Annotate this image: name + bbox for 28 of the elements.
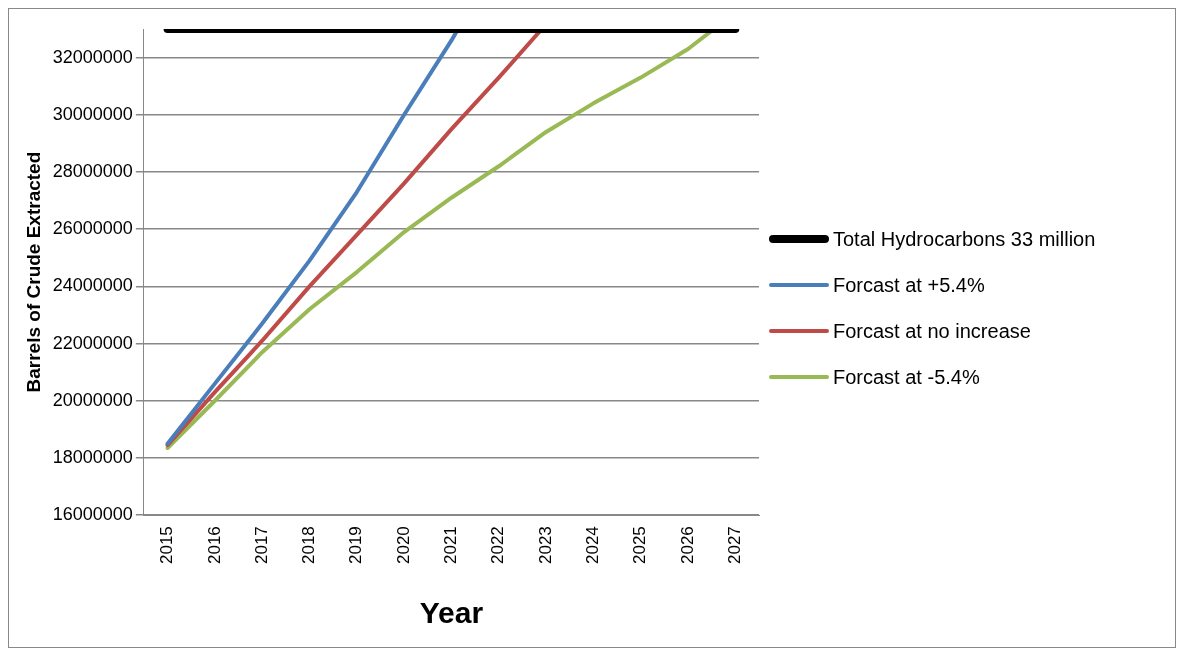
x-tick-label: 2027 (725, 526, 745, 565)
legend-label: Total Hydrocarbons 33 million (833, 227, 1096, 251)
x-tick-label: 2021 (441, 526, 461, 565)
y-tick-label: 24000000 (52, 275, 133, 296)
y-tick-label: 18000000 (52, 446, 133, 467)
x-tick-label: 2016 (204, 526, 224, 565)
x-tick-label: 2020 (393, 526, 413, 565)
y-tick-label: 28000000 (52, 160, 133, 181)
x-tick-label: 2022 (488, 526, 508, 565)
x-tick-label: 2025 (630, 526, 650, 565)
y-tick-label: 16000000 (52, 504, 133, 525)
x-tick-label: 2024 (583, 526, 603, 565)
y-tick-label: 32000000 (52, 46, 133, 67)
x-tick-label: 2017 (251, 526, 271, 565)
y-tick-label: 20000000 (52, 389, 133, 410)
y-tick-label: 22000000 (52, 332, 133, 353)
legend-label: Forcast at +5.4% (833, 273, 985, 297)
x-tick-label: 2015 (157, 526, 177, 565)
x-tick-label: 2018 (299, 526, 319, 565)
legend-label: Forcast at no increase (833, 319, 1031, 343)
y-tick-label: 26000000 (52, 218, 133, 239)
x-axis-title: Year (419, 596, 484, 630)
x-tick-label: 2019 (346, 526, 366, 565)
y-tick-label: 30000000 (52, 103, 133, 124)
x-tick-label: 2023 (535, 526, 555, 565)
x-tick-label: 2026 (677, 526, 697, 565)
y-axis-title: Barrels of Crude Extracted (22, 151, 44, 393)
legend-label: Forcast at -5.4% (833, 365, 980, 389)
